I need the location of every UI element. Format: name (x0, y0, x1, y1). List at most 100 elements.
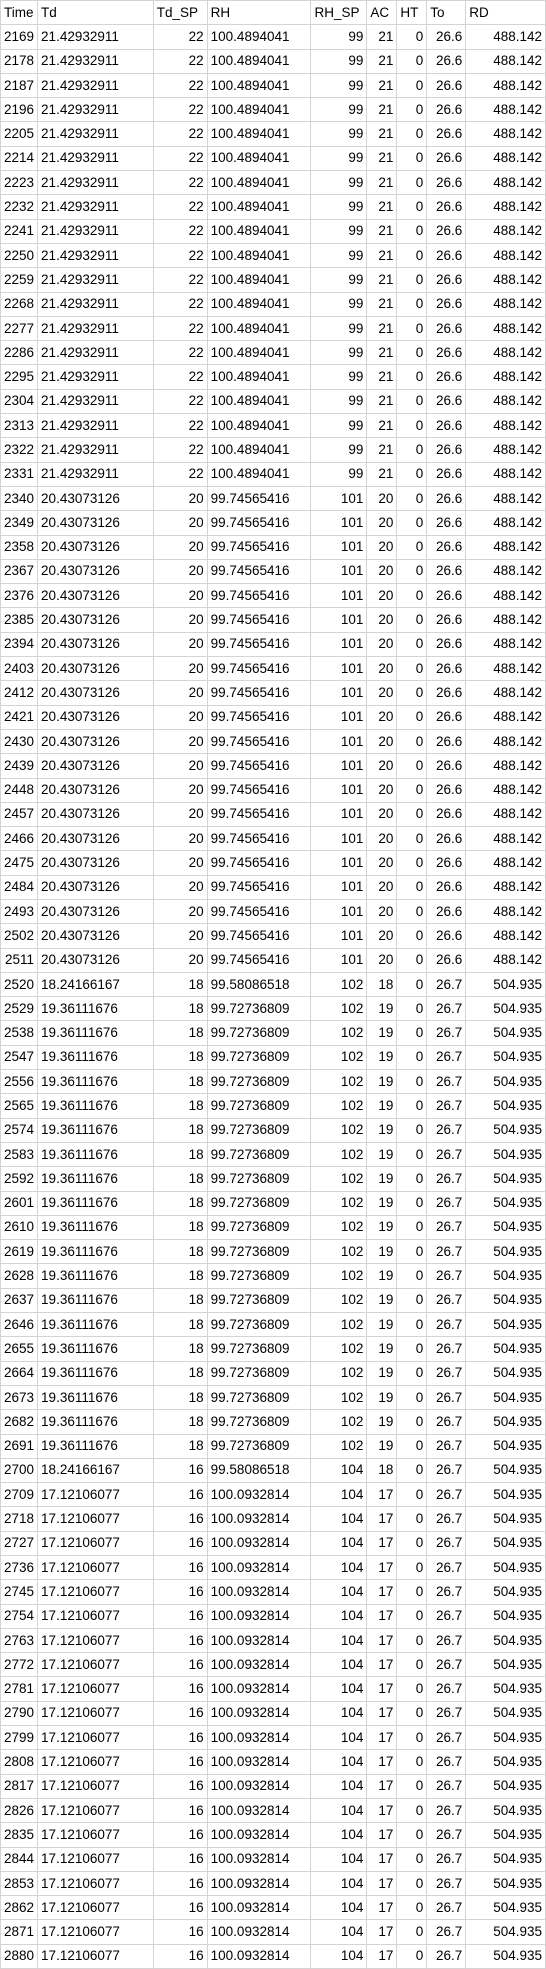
cell-rh[interactable]: 99.74565416 (206, 534, 312, 560)
cell-ac[interactable]: 21 (366, 170, 398, 196)
cell-ac[interactable]: 21 (366, 194, 398, 220)
cell-ht[interactable]: 0 (396, 24, 428, 50)
cell-rh[interactable]: 99.72736809 (206, 1093, 312, 1119)
cell-ac[interactable]: 20 (366, 801, 398, 828)
cell-time[interactable]: 2277 (0, 315, 39, 342)
cell-td[interactable]: 17.12106077 (37, 1579, 154, 1605)
cell-rh-sp[interactable]: 101 (310, 631, 368, 658)
cell-rh-sp[interactable]: 99 (310, 388, 368, 415)
cell-to[interactable]: 26.6 (426, 777, 467, 803)
cell-rd[interactable]: 504.935 (465, 1239, 546, 1265)
cell-rd[interactable]: 504.935 (465, 1919, 546, 1945)
cell-ac[interactable]: 17 (366, 1822, 398, 1848)
cell-time[interactable]: 2592 (0, 1166, 39, 1192)
cell-ac[interactable]: 17 (366, 1700, 398, 1727)
cell-ac[interactable]: 21 (366, 72, 398, 99)
cell-rh-sp[interactable]: 104 (310, 1530, 368, 1557)
cell-ht[interactable]: 0 (396, 1384, 428, 1411)
cell-ht[interactable]: 0 (396, 1239, 428, 1265)
cell-ac[interactable]: 21 (366, 364, 398, 390)
cell-to[interactable]: 26.6 (426, 558, 467, 585)
cell-td[interactable]: 21.42932911 (37, 218, 154, 244)
cell-td-sp[interactable]: 20 (152, 801, 208, 828)
cell-rh-sp[interactable]: 104 (310, 1700, 368, 1727)
cell-ac[interactable]: 19 (366, 1141, 398, 1168)
cell-ac[interactable]: 20 (366, 874, 398, 900)
cell-td[interactable]: 20.43073126 (37, 607, 154, 633)
cell-ac[interactable]: 21 (366, 291, 398, 317)
cell-rh[interactable]: 99.72736809 (206, 996, 312, 1022)
cell-rd[interactable]: 488.142 (465, 801, 546, 828)
cell-rh-sp[interactable]: 99 (310, 461, 368, 487)
cell-td-sp[interactable]: 18 (152, 1190, 208, 1216)
cell-to[interactable]: 26.6 (426, 413, 467, 439)
cell-to[interactable]: 26.7 (426, 1239, 467, 1265)
cell-time[interactable]: 2691 (0, 1433, 39, 1459)
cell-rd[interactable]: 504.935 (465, 1603, 546, 1629)
cell-to[interactable]: 26.6 (426, 24, 467, 50)
cell-time[interactable]: 2601 (0, 1190, 39, 1216)
cell-rh-sp[interactable]: 102 (310, 996, 368, 1022)
cell-to[interactable]: 26.7 (426, 1919, 467, 1945)
cell-time[interactable]: 2754 (0, 1603, 39, 1629)
cell-td[interactable]: 21.42932911 (37, 413, 154, 439)
cell-time[interactable]: 2871 (0, 1919, 39, 1945)
cell-rh[interactable]: 100.4894041 (206, 315, 312, 342)
cell-rh[interactable]: 100.0932814 (206, 1603, 312, 1629)
cell-td-sp[interactable]: 20 (152, 680, 208, 706)
cell-to[interactable]: 26.6 (426, 850, 467, 876)
header-cell-rh-sp[interactable]: RH_SP (310, 0, 368, 26)
cell-td-sp[interactable]: 16 (152, 1530, 208, 1557)
cell-rd[interactable]: 504.935 (465, 1360, 546, 1386)
cell-ht[interactable]: 0 (396, 1263, 428, 1289)
cell-rd[interactable]: 488.142 (465, 728, 546, 755)
cell-rh-sp[interactable]: 104 (310, 1652, 368, 1678)
cell-td-sp[interactable]: 20 (152, 947, 208, 973)
cell-rh[interactable]: 99.74565416 (206, 947, 312, 973)
cell-ht[interactable]: 0 (396, 753, 428, 779)
cell-rh-sp[interactable]: 101 (310, 607, 368, 633)
cell-to[interactable]: 26.7 (426, 1652, 467, 1678)
cell-ht[interactable]: 0 (396, 461, 428, 487)
cell-rh-sp[interactable]: 99 (310, 340, 368, 366)
cell-to[interactable]: 26.6 (426, 704, 467, 730)
cell-td[interactable]: 17.12106077 (37, 1530, 154, 1557)
cell-td-sp[interactable]: 22 (152, 218, 208, 244)
cell-rh[interactable]: 100.4894041 (206, 48, 312, 74)
cell-ac[interactable]: 19 (366, 1409, 398, 1435)
cell-time[interactable]: 2358 (0, 534, 39, 560)
cell-to[interactable]: 26.7 (426, 1627, 467, 1654)
cell-rh[interactable]: 99.72736809 (206, 1433, 312, 1459)
cell-td-sp[interactable]: 22 (152, 413, 208, 439)
cell-rh-sp[interactable]: 101 (310, 680, 368, 706)
cell-rh-sp[interactable]: 104 (310, 1943, 368, 1969)
cell-rh-sp[interactable]: 102 (310, 1433, 368, 1459)
cell-ht[interactable]: 0 (396, 1044, 428, 1071)
cell-rh-sp[interactable]: 99 (310, 24, 368, 50)
cell-rh[interactable]: 100.4894041 (206, 170, 312, 196)
cell-rh[interactable]: 99.74565416 (206, 558, 312, 585)
cell-rh[interactable]: 99.72736809 (206, 1214, 312, 1241)
cell-rd[interactable]: 504.935 (465, 1627, 546, 1654)
cell-rh-sp[interactable]: 104 (310, 1725, 368, 1751)
cell-time[interactable]: 2745 (0, 1579, 39, 1605)
cell-ac[interactable]: 20 (366, 631, 398, 658)
cell-time[interactable]: 2709 (0, 1482, 39, 1508)
cell-rd[interactable]: 504.935 (465, 1312, 546, 1338)
cell-ac[interactable]: 20 (366, 485, 398, 512)
cell-rh-sp[interactable]: 104 (310, 1482, 368, 1508)
cell-rd[interactable]: 504.935 (465, 1166, 546, 1192)
cell-td[interactable]: 17.12106077 (37, 1482, 154, 1508)
cell-rd[interactable]: 488.142 (465, 850, 546, 876)
cell-time[interactable]: 2736 (0, 1554, 39, 1581)
cell-rd[interactable]: 488.142 (465, 242, 546, 269)
cell-to[interactable]: 26.7 (426, 971, 467, 998)
cell-to[interactable]: 26.6 (426, 364, 467, 390)
cell-rh[interactable]: 100.4894041 (206, 194, 312, 220)
cell-rh-sp[interactable]: 102 (310, 1093, 368, 1119)
cell-ht[interactable]: 0 (396, 971, 428, 998)
cell-to[interactable]: 26.7 (426, 1263, 467, 1289)
cell-rh[interactable]: 100.0932814 (206, 1554, 312, 1581)
cell-to[interactable]: 26.7 (426, 1069, 467, 1095)
cell-rd[interactable]: 488.142 (465, 583, 546, 609)
